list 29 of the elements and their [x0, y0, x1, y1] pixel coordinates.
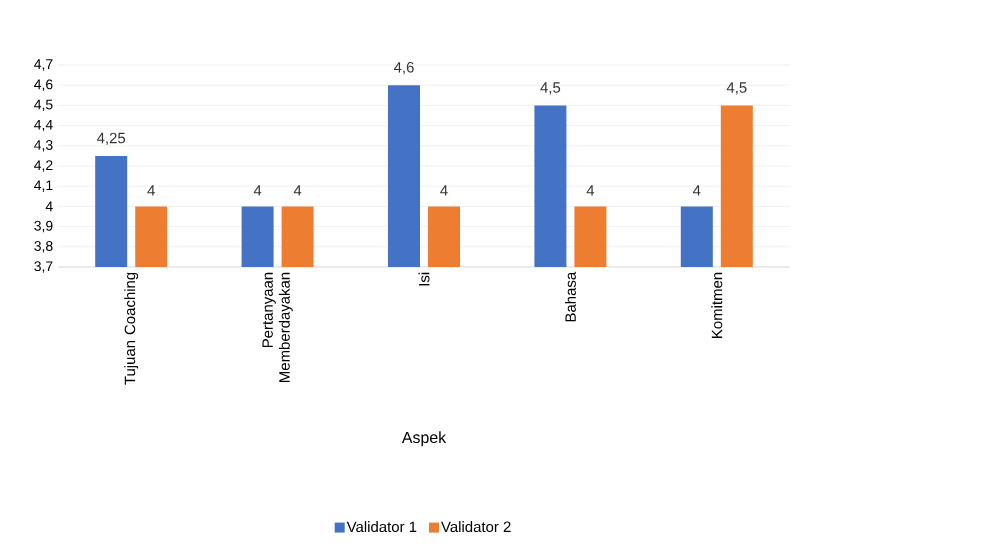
y-tick-label: 4,3 [34, 140, 53, 152]
data-label: 4,5 [540, 82, 561, 95]
y-tick-label: 4,1 [34, 180, 53, 192]
data-label: 4 [293, 185, 302, 196]
legend-label: Validator 2 [441, 521, 511, 533]
y-tick-label: 4,4 [34, 119, 53, 132]
data-label: 4,5 [726, 82, 747, 95]
y-tick-label: 3,7 [34, 261, 53, 273]
y-tick-label: 4,2 [34, 160, 53, 172]
y-tick-label: 4 [45, 201, 53, 212]
y-tick-label: 3,9 [34, 220, 53, 233]
data-label: 4 [253, 185, 262, 196]
data-label: 4 [440, 185, 448, 196]
y-tick-label: 4,5 [34, 99, 53, 112]
data-label: 4,6 [393, 62, 414, 75]
data-label: 4 [692, 185, 701, 196]
x-tick-label: Tujuan Coaching [124, 272, 139, 385]
y-tick-label: 4,7 [34, 59, 53, 71]
data-label: 4 [586, 185, 595, 196]
x-tick-label: Komitmen [711, 272, 723, 338]
data-label: 4,25 [97, 132, 126, 146]
data-label: 4 [147, 185, 155, 196]
x-tick-label: Bahasa [564, 271, 576, 322]
y-tick-label: 4,6 [34, 79, 53, 91]
x-axis-title: Aspek [401, 431, 447, 447]
legend-label: Validator 1 [346, 521, 417, 533]
y-tick-label: 3,8 [34, 241, 53, 253]
x-tick-label: Pertanyaan Memberdayakan [262, 272, 293, 382]
x-tick-label: Isi [418, 272, 430, 286]
